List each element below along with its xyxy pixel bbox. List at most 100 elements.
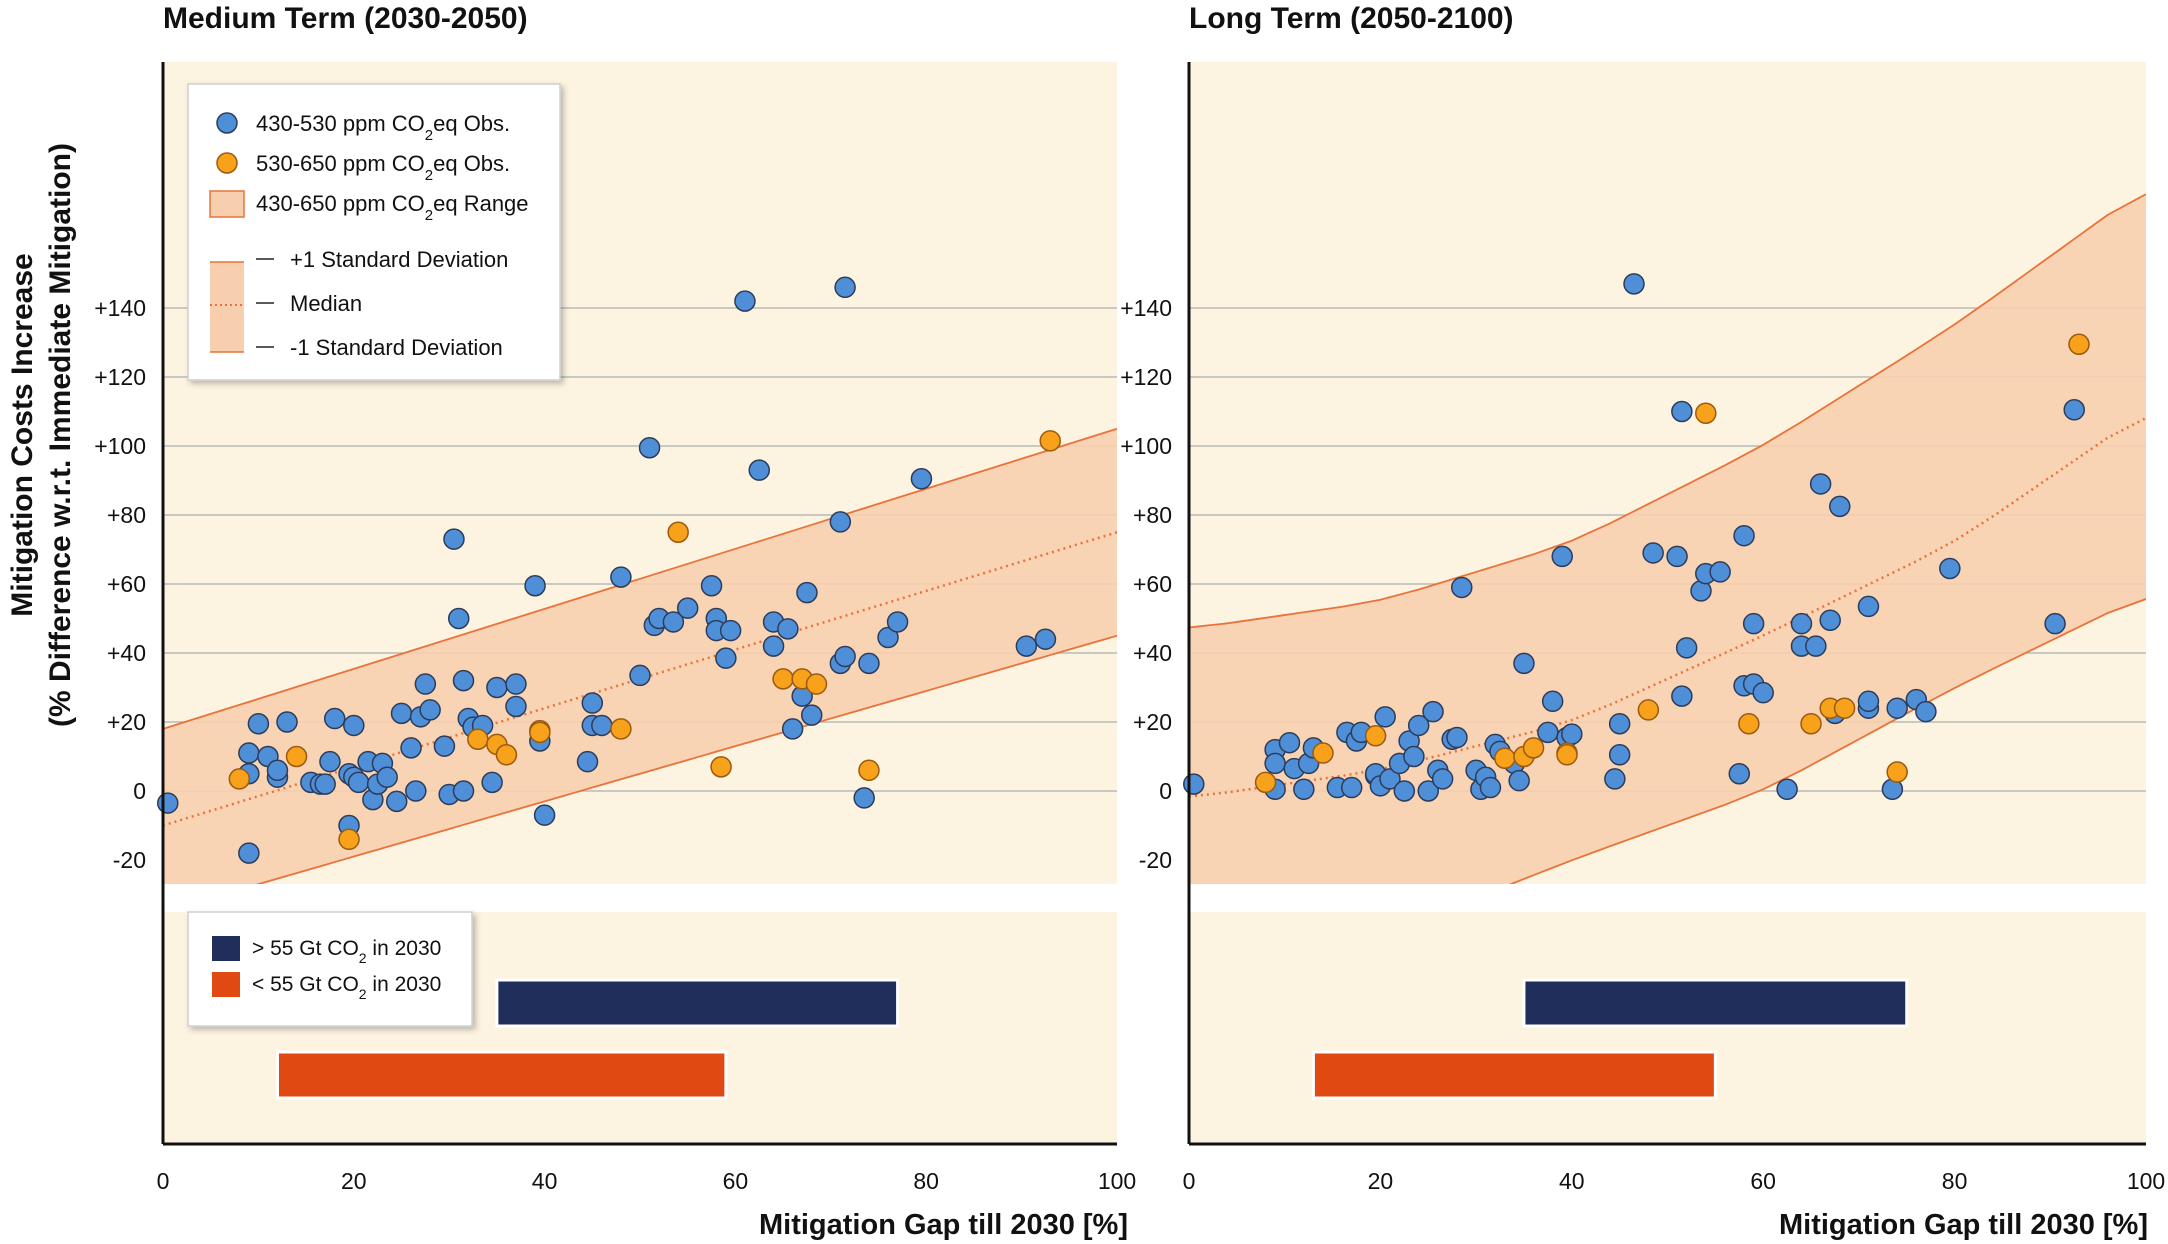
scatter-point-blue — [533, 804, 556, 826]
scatter-point-blue — [376, 766, 398, 788]
y-tick-label: +80 — [107, 502, 146, 528]
scatter-point-blue — [1728, 763, 1751, 785]
x-tick-label: 20 — [341, 1168, 367, 1194]
bar-above-55gt — [1522, 978, 1909, 1028]
scatter-point-blue — [1805, 635, 1827, 657]
scatter-point-orange — [1312, 742, 1334, 764]
legend-orange-marker — [216, 152, 238, 174]
scatter-point-blue — [276, 711, 298, 733]
y-tick-label: +60 — [1133, 571, 1172, 597]
y-tick-label: +140 — [1120, 295, 1172, 321]
scatter-point-blue — [452, 669, 475, 692]
scatter-point-blue — [1642, 542, 1664, 564]
scatter-point-blue — [1183, 773, 1205, 795]
scatter-point-orange — [1800, 712, 1822, 735]
scatter-point-blue — [1417, 780, 1439, 802]
scatter-point-blue — [1513, 652, 1535, 675]
y-tick-label: +100 — [94, 433, 146, 459]
scatter-point-blue — [834, 276, 856, 299]
scatter-point-blue — [343, 714, 365, 737]
scatter-point-blue — [1886, 697, 1908, 719]
scatter-point-blue — [1608, 712, 1631, 735]
scatter-point-blue — [1733, 524, 1755, 547]
legend-minus-sd-label: -1 Standard Deviation — [290, 335, 503, 360]
y-tick-label: +120 — [94, 364, 146, 390]
y-tick-label: -20 — [113, 847, 146, 873]
x-tick-label: 0 — [1183, 1168, 1196, 1194]
scatter-point-blue — [1561, 723, 1583, 745]
scatter-point-blue — [2044, 612, 2066, 635]
scatter-point-blue — [662, 611, 685, 633]
scatter-point-orange — [228, 768, 251, 790]
scatter-point-blue — [877, 626, 899, 649]
scatter-point-blue — [1541, 690, 1564, 713]
scatter-point-blue — [323, 707, 346, 730]
scatter-point-blue — [1551, 545, 1573, 568]
scatter-point-blue — [1450, 576, 1473, 599]
scatter-point-blue — [1742, 612, 1765, 635]
scatter-point-blue — [524, 574, 546, 597]
legend-sd-swatch — [210, 262, 244, 352]
scatter-point-blue — [414, 673, 437, 695]
scatter-point-blue — [1374, 706, 1396, 728]
y-tick-label: +100 — [1120, 433, 1172, 459]
upper-sd-line — [1189, 193, 2146, 629]
scatter-point-blue — [638, 436, 661, 459]
legend: 430-530 ppm CO2eq Obs. 530-650 ppm CO2eq… — [187, 83, 561, 381]
scatter-point-blue — [1671, 685, 1693, 707]
scatter-point-orange — [805, 673, 828, 695]
scatter-point-orange — [1637, 699, 1660, 721]
scatter-point-blue — [1675, 637, 1698, 659]
scatter-point-blue — [777, 618, 799, 640]
scatter-point-orange — [1886, 761, 1908, 783]
upper-sd-line — [163, 427, 1117, 730]
scatter-point-blue — [886, 611, 909, 633]
x-tick-label: 80 — [913, 1168, 939, 1194]
bar-legend-above-label: > 55 Gt CO2 in 2030 — [252, 937, 441, 966]
panel-title: Medium Term (2030-2050) — [163, 2, 528, 35]
scatter-point-blue — [853, 787, 875, 809]
y-tick-label: +40 — [107, 640, 146, 666]
scatter-point-blue — [610, 566, 632, 588]
scatter-point-orange — [610, 718, 632, 740]
x-tick-label: 100 — [1098, 1168, 1136, 1194]
scatter-point-orange — [1738, 712, 1760, 735]
scatter-point-orange — [1695, 402, 1717, 424]
scatter-point-blue — [157, 792, 179, 814]
legend-range-swatch — [209, 190, 245, 218]
legend-box — [187, 83, 561, 381]
scatter-point-blue — [238, 842, 260, 864]
bar-below-55gt — [275, 1050, 728, 1100]
x-tick-label: 80 — [1942, 1168, 1968, 1194]
y-tick-label: +60 — [107, 571, 146, 597]
x-tick-label: 100 — [2127, 1168, 2165, 1194]
scatter-point-blue — [781, 718, 804, 740]
scatter-point-blue — [1422, 700, 1444, 723]
scatter-point-blue — [1508, 769, 1530, 792]
scatter-point-blue — [1431, 768, 1454, 790]
y-axis-label-line2: (% Difference w.r.t. Immediate Mitigatio… — [44, 143, 77, 727]
scatter-point-blue — [796, 581, 818, 604]
legend-plus-sd-label: +1 Standard Deviation — [290, 247, 508, 272]
scatter-point-orange — [338, 828, 360, 851]
scatter-point-blue — [505, 695, 527, 718]
x-tick-labels: 0 20 40 60 80 100 — [157, 1168, 1137, 1194]
scatter-point-blue — [433, 735, 456, 757]
scatter-point-blue — [1857, 595, 1880, 618]
scatter-point-blue — [1857, 690, 1880, 713]
scatter-point-blue — [405, 780, 427, 802]
bar-legend-below-label: < 55 Gt CO2 in 2030 — [252, 973, 441, 1002]
bar-legend: > 55 Gt CO2 in 2030 < 55 Gt CO2 in 2030 — [187, 911, 473, 1027]
x-axis-label: Mitigation Gap till 2030 [%] — [1779, 1209, 2148, 1241]
scatter-point-orange — [495, 744, 518, 766]
scatter-point-blue — [1623, 273, 1645, 295]
y-axis-label-line1: Mitigation Costs Increase — [6, 253, 39, 616]
y-tick-label: +80 — [1133, 502, 1172, 528]
scatter-point-blue — [452, 780, 475, 802]
scatter-point-blue — [1015, 635, 1038, 657]
bars — [1311, 978, 1909, 1100]
bar-plot-background — [1189, 912, 2146, 1144]
scatter-point-orange — [1556, 744, 1578, 766]
scatter-point-orange — [1039, 430, 1061, 452]
scatter-point-blue — [1752, 681, 1774, 704]
